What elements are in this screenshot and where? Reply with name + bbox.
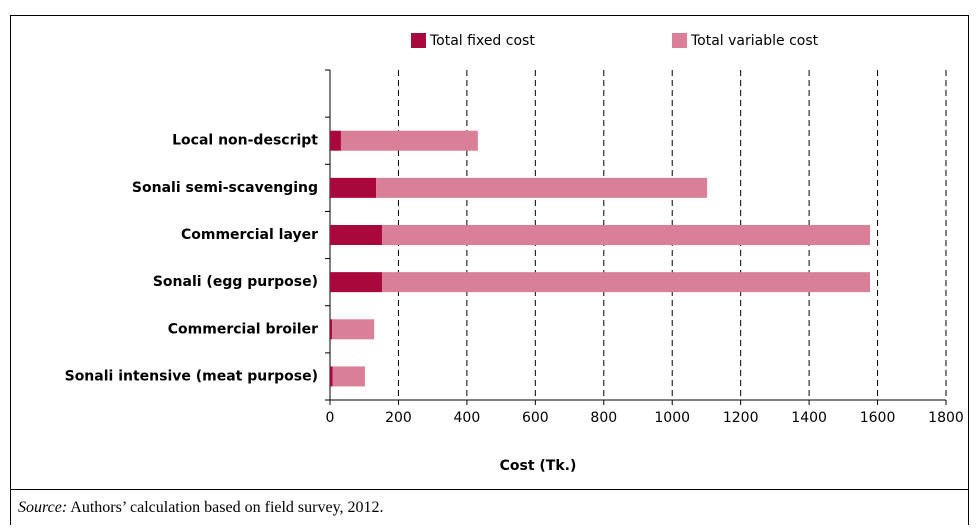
bar-segment — [330, 177, 377, 198]
y-tick-label: Commercial layer — [181, 227, 318, 243]
bar-segment — [340, 130, 478, 151]
frame — [10, 15, 969, 529]
legend-label: Total variable cost — [690, 33, 819, 49]
x-tick-label: 1000 — [654, 410, 690, 426]
source-text: Authors’ calculation based on field surv… — [70, 499, 383, 516]
x-tick-label: 600 — [522, 410, 549, 426]
bar-segment — [330, 130, 341, 151]
x-axis-label: Cost (Tk.) — [500, 458, 577, 474]
y-tick-label: Sonali intensive (meat purpose) — [65, 368, 318, 384]
x-tick-label: 1200 — [723, 410, 759, 426]
legend-label: Total fixed cost — [429, 33, 535, 49]
y-tick-label: Local non-descript — [172, 133, 318, 149]
source: Source: Authors’ calculation based on fi… — [18, 499, 384, 516]
bar-segment — [382, 272, 871, 293]
bar-segment — [330, 272, 383, 293]
bar-segment — [330, 366, 333, 387]
x-tick-label: 1600 — [860, 410, 896, 426]
x-tick-label: 800 — [590, 410, 617, 426]
bar-segment — [376, 177, 708, 198]
x-tick-label: 0 — [326, 410, 335, 426]
bar-segment — [330, 319, 333, 340]
x-tick-label: 400 — [454, 410, 481, 426]
x-tick-label: 1800 — [928, 410, 964, 426]
y-tick-label: Sonali (egg purpose) — [153, 274, 318, 290]
source-label: Source: — [18, 499, 67, 516]
legend-swatch — [411, 33, 426, 48]
bar-segment — [382, 225, 871, 245]
bar-segment — [332, 366, 365, 387]
bar-segment — [332, 319, 375, 340]
y-tick-label: Sonali semi-scavenging — [132, 180, 318, 196]
x-tick-label: 200 — [385, 410, 412, 426]
y-tick-label: Commercial broiler — [168, 321, 318, 337]
legend-swatch — [672, 33, 687, 48]
x-tick-label: 1400 — [791, 410, 827, 426]
bar-segment — [330, 225, 383, 245]
